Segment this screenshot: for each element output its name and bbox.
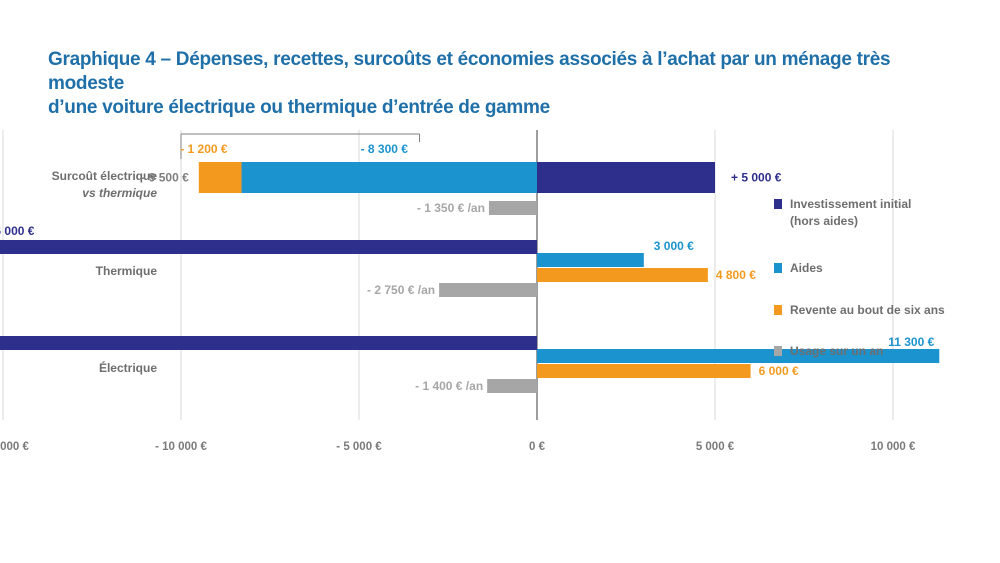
- total-label: - 9 500 €: [141, 171, 189, 185]
- legend-label: Revente au bout de six ans: [790, 303, 945, 317]
- x-tick-label: 0 €: [529, 441, 546, 453]
- data-label: - 8 300 €: [361, 142, 409, 156]
- legend-label: (hors aides): [790, 214, 858, 228]
- data-label: 3 000 €: [654, 239, 694, 253]
- bar-usage: [488, 201, 537, 215]
- x-tick-label: - 10 000 €: [155, 441, 207, 453]
- data-label: 6 000 €: [759, 364, 799, 378]
- bar-aides: [537, 253, 644, 267]
- x-tick-label: 10 000 €: [871, 441, 916, 453]
- bar-investissement: [0, 336, 537, 350]
- legend-label: Aides: [790, 261, 823, 275]
- bar-revente: [537, 268, 708, 282]
- data-label: + 5 000 €: [731, 171, 782, 185]
- category-label: Électrique: [99, 360, 157, 375]
- chart-title-line1: Graphique 4 – Dépenses, recettes, surcoû…: [48, 49, 891, 94]
- bar-aides: [537, 349, 940, 363]
- bar-revente: [537, 364, 751, 378]
- x-tick-label: - 5 000 €: [336, 441, 382, 453]
- bar-investissement: [0, 240, 537, 254]
- chart-title-line2: d’une voiture électrique ou thermique d’…: [48, 97, 550, 118]
- bar-revente: [198, 162, 242, 193]
- legend-swatch-aides: [774, 263, 782, 273]
- legend-label: Investissement initial: [790, 197, 911, 211]
- x-tick-label: 5 000 €: [696, 441, 735, 453]
- bar-usage: [487, 379, 537, 393]
- data-label: - 1 350 € /an: [417, 201, 485, 215]
- data-label: - 16 000 €: [0, 224, 35, 238]
- chart-title: Graphique 4 – Dépenses, recettes, surcoû…: [48, 48, 968, 120]
- bar-aides: [241, 162, 537, 193]
- data-label: 4 800 €: [716, 268, 756, 282]
- legend-swatch-usage: [774, 346, 782, 356]
- bar-investissement: [537, 162, 715, 193]
- legend-swatch-investissement: [774, 199, 782, 209]
- data-label: - 2 750 € /an: [367, 283, 435, 297]
- legend-swatch-revente: [774, 305, 782, 315]
- data-label: - 1 400 € /an: [415, 379, 483, 393]
- x-tick-label: - 15 000 €: [0, 441, 29, 453]
- category-label: Surcoût électrique: [52, 169, 158, 183]
- category-label: vs thermique: [82, 186, 157, 200]
- legend-label: Usage sur un an: [790, 344, 883, 358]
- data-label: 11 300 €: [888, 335, 934, 349]
- category-label: Thermique: [96, 264, 158, 278]
- data-label: - 1 200 €: [180, 142, 228, 156]
- bar-usage: [439, 283, 537, 297]
